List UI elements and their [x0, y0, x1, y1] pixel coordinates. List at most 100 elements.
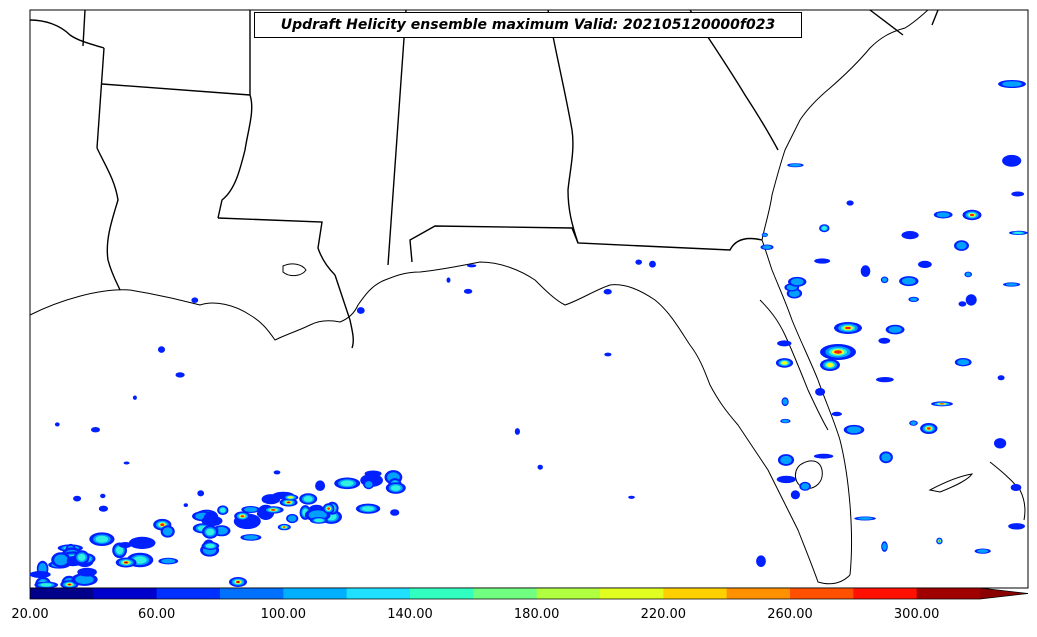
helicity-cell	[1002, 154, 1022, 167]
helicity-cell	[73, 495, 82, 502]
helicity-cell	[54, 422, 60, 427]
helicity-cell	[390, 509, 400, 516]
helicity-cell	[272, 509, 275, 511]
helicity-cell	[236, 581, 240, 583]
colorbar-swatch	[726, 588, 791, 599]
helicity-cell	[128, 536, 156, 550]
helicity-cell	[813, 453, 834, 459]
helicity-cell	[965, 272, 971, 277]
helicity-cell	[95, 535, 109, 543]
helicity-cell	[1008, 523, 1025, 530]
helicity-cell	[287, 515, 297, 522]
helicity-cell	[132, 395, 137, 400]
colorbar-swatch	[663, 588, 728, 599]
helicity-cell	[857, 517, 873, 520]
helicity-cell	[115, 546, 124, 555]
helicity-cell	[782, 398, 788, 405]
helicity-cell	[356, 307, 365, 314]
helicity-cell	[965, 294, 977, 306]
helicity-cell	[956, 241, 967, 250]
helicity-cell	[1013, 231, 1023, 234]
helicity-cell	[133, 556, 147, 564]
helicity-cell	[781, 361, 788, 365]
helicity-cell	[780, 455, 792, 465]
helicity-cell	[537, 464, 543, 470]
colorbar-tick-label: 180.00	[513, 607, 560, 622]
colorbar-tick-label: 220.00	[640, 607, 687, 622]
helicity-cell	[364, 481, 373, 488]
helicity-cell	[40, 583, 53, 587]
colorbar-tick-label: 20.00	[11, 607, 49, 622]
helicity-cell	[243, 535, 259, 540]
helicity-cell	[287, 496, 294, 499]
helicity-cell	[936, 212, 950, 218]
colorbar-swatch	[536, 588, 601, 599]
colorbar-swatch	[410, 588, 474, 599]
helicity-cell	[997, 375, 1005, 381]
helicity-cell	[191, 297, 199, 304]
helicity-cell	[240, 515, 245, 518]
helicity-cell	[821, 226, 827, 231]
helicity-cell	[918, 260, 932, 268]
helicity-cell	[762, 245, 772, 250]
helicity-cell	[878, 337, 891, 344]
helicity-cell	[220, 507, 226, 513]
colorbar-tick-label: 100.00	[260, 607, 307, 622]
colorbar-extend-arrow	[980, 588, 1028, 599]
helicity-cell	[814, 258, 831, 264]
helicity-cell	[327, 507, 330, 510]
helicity-cell	[781, 419, 790, 423]
helicity-cell	[881, 453, 891, 462]
helicity-cell	[926, 427, 931, 430]
helicity-cell	[446, 277, 451, 283]
helicity-cell	[1011, 191, 1025, 197]
helicity-cell	[100, 493, 106, 499]
helicity-cell	[1005, 283, 1018, 286]
helicity-cell	[876, 377, 894, 383]
helicity-cell	[1002, 81, 1022, 87]
coastline-layer	[29, 9, 1026, 585]
helicity-cell	[846, 200, 854, 206]
colorbar-swatch	[30, 588, 94, 599]
colorbar-swatch	[600, 588, 664, 599]
map-title: Updraft Helicity ensemble maximum Valid:…	[254, 12, 802, 38]
helicity-cell	[215, 526, 228, 535]
helicity-cell	[314, 518, 324, 523]
helicity-cell	[91, 427, 100, 433]
helicity-cell	[831, 411, 842, 417]
helicity-cell	[977, 549, 989, 553]
helicity-cell	[882, 542, 887, 551]
helicity-cell	[790, 278, 804, 286]
helicity-cell	[123, 461, 130, 465]
colorbar-swatch	[790, 588, 854, 599]
helicity-cell	[628, 495, 635, 499]
colorbar-swatch	[156, 588, 221, 599]
helicity-cell	[649, 260, 656, 268]
helicity-cell	[287, 501, 290, 503]
helicity-cell	[161, 558, 176, 564]
helicity-cell	[888, 326, 902, 333]
helicity-cell	[206, 543, 215, 549]
helicity-cell	[124, 561, 128, 564]
helicity-cell	[958, 301, 967, 307]
colorbar-swatch	[916, 588, 981, 599]
helicity-cell	[54, 554, 68, 566]
colorbar-tick-label: 140.00	[387, 607, 433, 622]
helicity-cell	[777, 340, 792, 347]
colorbar-swatch	[220, 588, 284, 599]
helicity-cell	[162, 527, 173, 536]
helicity-cell	[303, 496, 313, 502]
helicity-cell	[902, 277, 916, 285]
helicity-cell	[756, 555, 766, 567]
state-borders-layer	[29, 9, 939, 349]
helicity-cell	[261, 494, 281, 505]
helicity-cell	[969, 213, 975, 217]
helicity-cell	[815, 388, 826, 396]
helicity-cell	[29, 571, 51, 578]
helicity-cell	[834, 350, 842, 354]
helicity-cell	[603, 288, 612, 295]
helicity-cell	[789, 289, 800, 297]
helicity-cell	[467, 264, 477, 268]
colorbar-outline	[29, 587, 1029, 600]
helicity-cell	[273, 470, 281, 475]
